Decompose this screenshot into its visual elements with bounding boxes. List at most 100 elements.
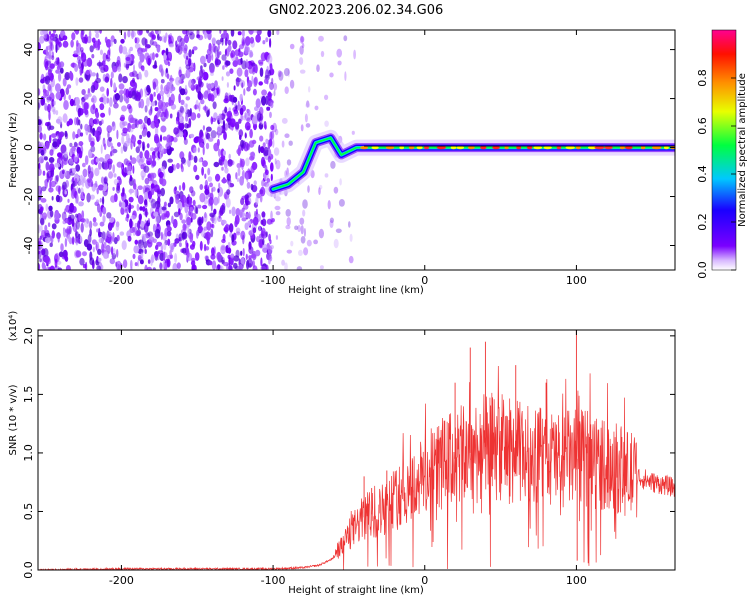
colorbar-tick-label: 0.6 — [696, 117, 709, 135]
noise-speckle — [306, 100, 310, 108]
noise-speckle — [202, 125, 205, 131]
noise-speckle — [268, 69, 272, 77]
snr-frame — [37, 329, 676, 571]
noise-speckle — [178, 185, 182, 191]
noise-speckle — [196, 30, 200, 37]
noise-speckle — [95, 241, 100, 252]
noise-speckle — [81, 210, 85, 220]
noise-speckle — [140, 164, 145, 170]
noise-speckle — [44, 224, 48, 232]
snr-ylabel: SNR (10 * v/v) — [8, 384, 19, 455]
noise-speckle — [44, 102, 47, 111]
noise-speckle — [82, 251, 87, 257]
noise-speckle — [161, 206, 167, 211]
noise-speckle — [49, 63, 55, 69]
noise-speckle — [160, 231, 163, 241]
noise-speckle — [73, 155, 78, 163]
noise-speckle — [71, 236, 75, 245]
noise-speckle — [57, 267, 63, 270]
noise-speckle — [165, 67, 168, 74]
signal-hotspot — [651, 146, 662, 150]
noise-speckle — [75, 164, 81, 172]
colorbar: 0.0 0.2 0.4 0.6 0.8 Normalized spectral ampl… — [696, 29, 748, 279]
noise-speckle — [230, 30, 235, 37]
noise-speckle — [156, 190, 162, 195]
noise-speckle — [103, 95, 108, 105]
noise-speckle — [324, 120, 329, 127]
noise-speckle — [227, 159, 233, 167]
noise-speckle — [67, 234, 71, 242]
noise-speckle — [106, 125, 113, 133]
noise-speckle — [41, 186, 47, 192]
noise-speckle — [47, 69, 52, 77]
noise-speckle — [203, 243, 207, 252]
noise-speckle — [153, 91, 156, 97]
noise-speckle — [268, 233, 271, 242]
noise-speckle — [55, 57, 60, 65]
noise-speckle — [244, 69, 249, 78]
noise-speckle — [246, 86, 251, 92]
noise-speckle — [109, 216, 115, 223]
noise-speckle — [183, 47, 188, 54]
noise-speckle — [47, 121, 52, 131]
noise-speckle — [304, 113, 308, 123]
noise-speckle — [68, 214, 72, 223]
noise-speckle — [147, 231, 154, 237]
noise-speckle — [168, 35, 174, 45]
noise-speckle — [240, 250, 243, 256]
noise-speckle — [214, 57, 219, 66]
noise-speckle — [100, 112, 106, 118]
noise-speckle — [172, 218, 178, 229]
noise-speckle — [297, 225, 301, 232]
noise-speckle — [299, 217, 305, 225]
signal-hotspot — [526, 146, 533, 150]
noise-speckle — [40, 96, 45, 106]
signal-hotspot — [399, 146, 405, 150]
noise-speckle — [38, 250, 41, 255]
signal-hotspot — [587, 146, 597, 150]
noise-speckle — [96, 265, 102, 270]
noise-speckle — [223, 131, 227, 141]
noise-speckle — [137, 254, 142, 261]
noise-speckle — [88, 117, 95, 128]
noise-speckle — [289, 43, 295, 50]
noise-speckle — [42, 170, 46, 176]
noise-speckle — [216, 125, 223, 134]
noise-speckle — [88, 149, 93, 159]
noise-speckle — [163, 52, 167, 61]
noise-speckle — [154, 228, 161, 239]
y-tick-label: 0 — [22, 144, 35, 151]
noise-speckle — [120, 38, 125, 44]
noise-speckle — [193, 104, 199, 110]
y-tick-label: 1.0 — [22, 444, 35, 462]
noise-speckle — [300, 124, 304, 132]
noise-speckle — [339, 178, 342, 186]
noise-speckle — [251, 139, 257, 145]
noise-speckle — [195, 84, 201, 94]
noise-speckle — [155, 214, 161, 224]
noise-speckle — [160, 84, 163, 91]
noise-speckle — [250, 183, 254, 191]
noise-speckle — [123, 140, 130, 147]
noise-speckle — [260, 257, 263, 267]
noise-speckle — [183, 224, 187, 232]
noise-speckle — [134, 262, 138, 267]
noise-speckle — [329, 220, 334, 228]
noise-speckle — [133, 178, 136, 187]
noise-speckle — [255, 98, 261, 109]
noise-speckle — [131, 70, 138, 78]
x-tick-label: 0 — [421, 574, 428, 587]
noise-speckle — [159, 90, 164, 97]
noise-speckle — [75, 134, 79, 139]
noise-speckle — [166, 258, 171, 268]
noise-speckle — [244, 121, 251, 131]
noise-speckle — [300, 36, 305, 43]
noise-speckle — [137, 185, 143, 190]
noise-speckle — [251, 62, 256, 67]
noise-speckle — [159, 64, 164, 74]
noise-speckle — [48, 110, 51, 121]
noise-speckle — [169, 243, 175, 250]
noise-speckle — [83, 94, 89, 100]
noise-speckle — [48, 205, 53, 211]
